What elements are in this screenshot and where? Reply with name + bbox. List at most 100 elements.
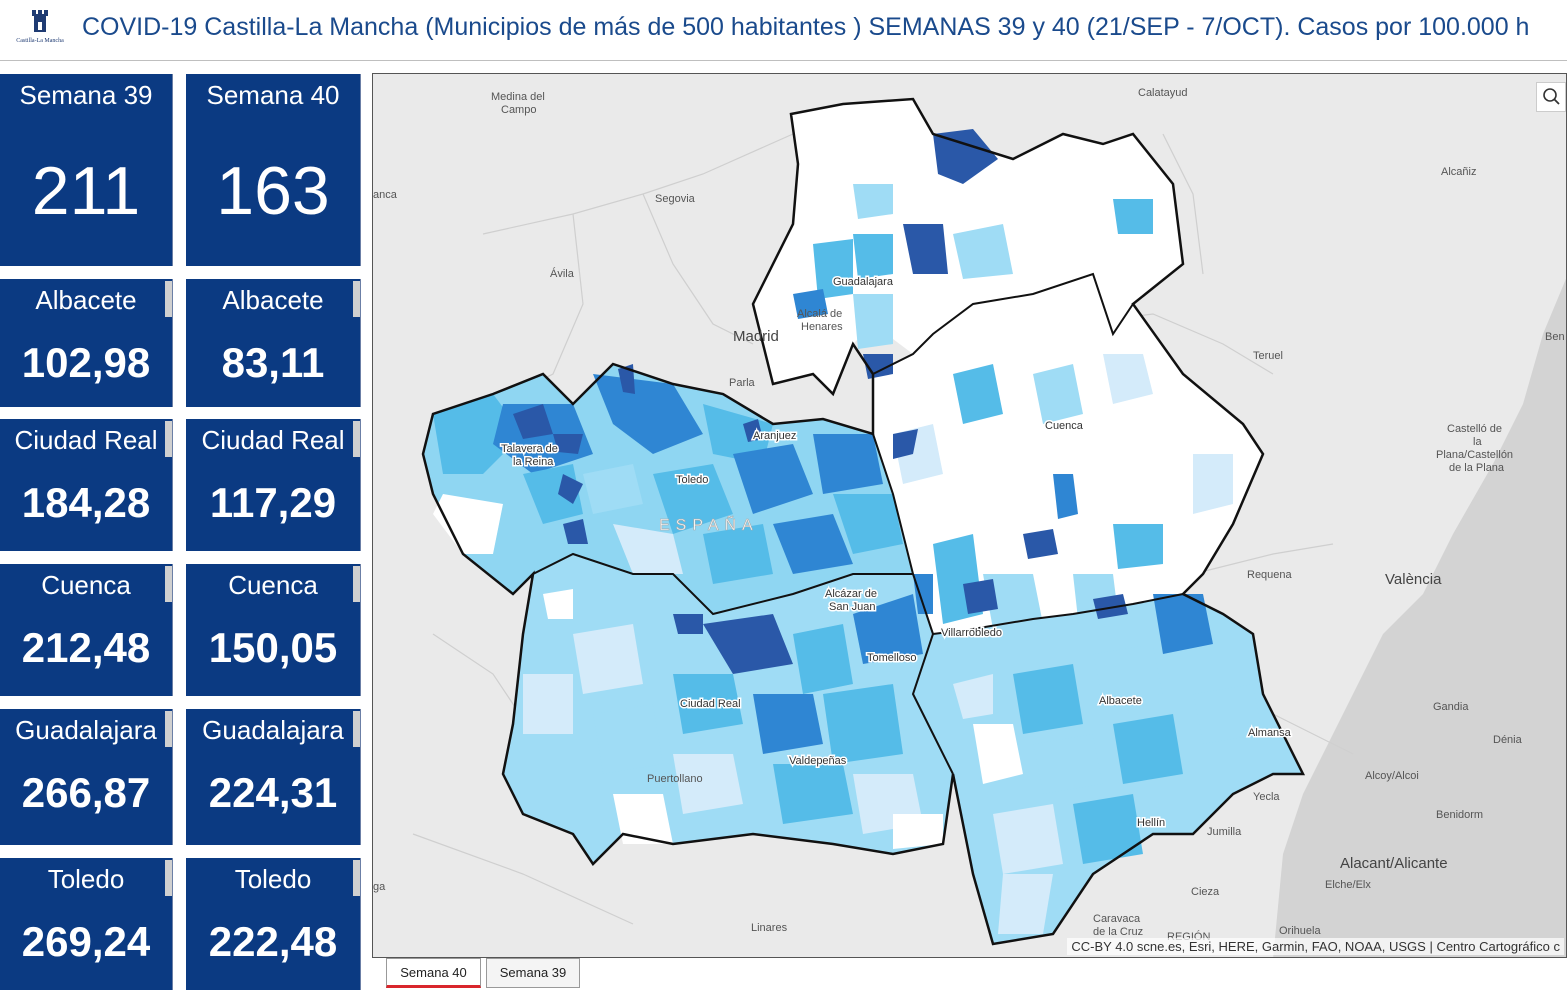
map-label: Albacete [1099, 695, 1142, 707]
page-title: COVID-19 Castilla-La Mancha (Municipios … [82, 13, 1530, 41]
map-label: Alcoy/Alcoi [1365, 770, 1419, 782]
card-week39-toledo: Toledo 269,24 [0, 858, 173, 990]
choropleth-map[interactable]: Medina del Campo Calatayud Segovia Alcañ… [373, 74, 1567, 958]
map-label: Hellín [1137, 817, 1165, 829]
card-value: 163 [216, 153, 330, 229]
scrollbar[interactable] [165, 711, 172, 747]
map-label: Alcañiz [1441, 166, 1476, 178]
card-week40-cuenca: Cuenca 150,05 [186, 564, 361, 696]
card-week40-ciudad-real: Ciudad Real 117,29 [186, 419, 361, 551]
map-label: València [1385, 571, 1442, 588]
card-week40-toledo: Toledo 222,48 [186, 858, 361, 990]
card-label: Toledo [234, 864, 312, 894]
map-label: Benidorm [1436, 809, 1483, 821]
card-week40-guadalajara: Guadalajara 224,31 [186, 709, 361, 845]
card-value: 83,11 [221, 339, 325, 386]
scrollbar[interactable] [353, 566, 360, 602]
map-label: Caravaca [1093, 913, 1141, 925]
map-label: Castelló de [1447, 423, 1502, 435]
map-label: anca [373, 189, 398, 201]
card-label: Semana 40 [206, 80, 340, 110]
map-label: ga [373, 881, 386, 893]
map-label: ESPAÑA [659, 514, 759, 534]
map-label: Cieza [1191, 886, 1220, 898]
map-label: Tomelloso [867, 652, 917, 664]
map-label: Almansa [1248, 727, 1292, 739]
card-value: 269,24 [21, 918, 151, 965]
card-value: 224,31 [208, 769, 338, 816]
map-label: Ávila [550, 267, 575, 280]
scrollbar[interactable] [353, 711, 360, 747]
card-value: 102,98 [21, 339, 151, 386]
map-label: Calatayud [1138, 87, 1188, 99]
card-value: 222,48 [208, 918, 338, 965]
card-label: Albacete [35, 285, 137, 315]
castilla-la-mancha-logo-icon [32, 10, 48, 32]
map-attribution: CC-BY 4.0 scne.es, Esri, HERE, Garmin, F… [1067, 938, 1564, 955]
card-label: Guadalajara [15, 715, 157, 745]
card-label: Guadalajara [202, 715, 344, 745]
sea-area [1273, 278, 1566, 957]
map-labels: Medina del Campo Calatayud Segovia Alcañ… [373, 87, 1565, 943]
map-view[interactable]: Medina del Campo Calatayud Segovia Alcañ… [372, 73, 1567, 958]
map-label: Medina del [491, 91, 545, 103]
map-label: Parla [729, 377, 756, 389]
header: Castilla-La Mancha COVID-19 Castilla-La … [0, 0, 1567, 61]
scrollbar[interactable] [165, 566, 172, 602]
card-week39-guadalajara: Guadalajara 266,87 [0, 709, 173, 845]
map-label: Jumilla [1207, 826, 1242, 838]
map-label: Alacant/Alicante [1340, 855, 1448, 872]
map-label: Linares [751, 922, 788, 934]
card-week39-total: Semana 39 211 [0, 74, 173, 266]
card-week39-albacete: Albacete 102,98 [0, 279, 173, 407]
map-label: Segovia [655, 193, 696, 205]
map-label: Gandia [1433, 701, 1469, 713]
logo: Castilla-La Mancha [10, 8, 70, 50]
card-label: Cuenca [228, 570, 318, 600]
map-label: San Juan [829, 601, 875, 613]
map-label: Campo [501, 104, 536, 116]
province-borders [532, 272, 1184, 775]
card-week40-total: Semana 40 163 [186, 74, 361, 266]
map-label: de la Plana [1449, 462, 1505, 474]
card-label: Cuenca [41, 570, 131, 600]
map-label: Alcázar de [825, 588, 877, 600]
card-week39-ciudad-real: Ciudad Real 184,28 [0, 419, 173, 551]
map-label: Valdepeñas [789, 755, 847, 767]
card-value: 266,87 [21, 769, 151, 816]
card-label: Albacete [222, 285, 324, 315]
scrollbar[interactable] [165, 421, 172, 457]
scrollbar[interactable] [353, 860, 360, 896]
scrollbar[interactable] [165, 281, 172, 317]
map-label: Henares [801, 321, 843, 333]
scrollbar[interactable] [353, 421, 360, 457]
map-label: Teruel [1253, 350, 1283, 362]
map-label: Aranjuez [753, 430, 796, 442]
map-label: Orihuela [1279, 925, 1321, 937]
map-label: Villarrobledo [941, 627, 1002, 639]
map-label: Madrid [733, 328, 779, 345]
search-icon [1543, 88, 1560, 105]
card-label: Toledo [47, 864, 125, 894]
card-label: Ciudad Real [14, 425, 158, 455]
map-label: Guadalajara [833, 276, 894, 288]
map-search-button[interactable] [1536, 82, 1566, 112]
map-label: de la Cruz [1093, 926, 1143, 938]
card-value: 212,48 [21, 624, 151, 671]
map-label: Ben [1545, 331, 1565, 343]
tab-semana-39[interactable]: Semana 39 [486, 958, 580, 988]
scrollbar[interactable] [353, 281, 360, 317]
map-label: Puertollano [647, 773, 703, 785]
card-value: 184,28 [21, 479, 151, 526]
map-label: Alcalá de [797, 308, 842, 320]
indicator-panel: Semana 39 211 Semana 40 163 Albacete 102… [0, 61, 364, 992]
map-label: la Reina [513, 456, 554, 468]
card-week40-albacete: Albacete 83,11 [186, 279, 361, 407]
scrollbar[interactable] [165, 860, 172, 896]
card-label: Semana 39 [19, 80, 153, 110]
tab-semana-40[interactable]: Semana 40 [386, 958, 481, 988]
logo-text: Castilla-La Mancha [16, 38, 64, 44]
card-value: 150,05 [208, 624, 338, 671]
map-label: Yecla [1253, 791, 1280, 803]
map-label: Elche/Elx [1325, 879, 1371, 891]
